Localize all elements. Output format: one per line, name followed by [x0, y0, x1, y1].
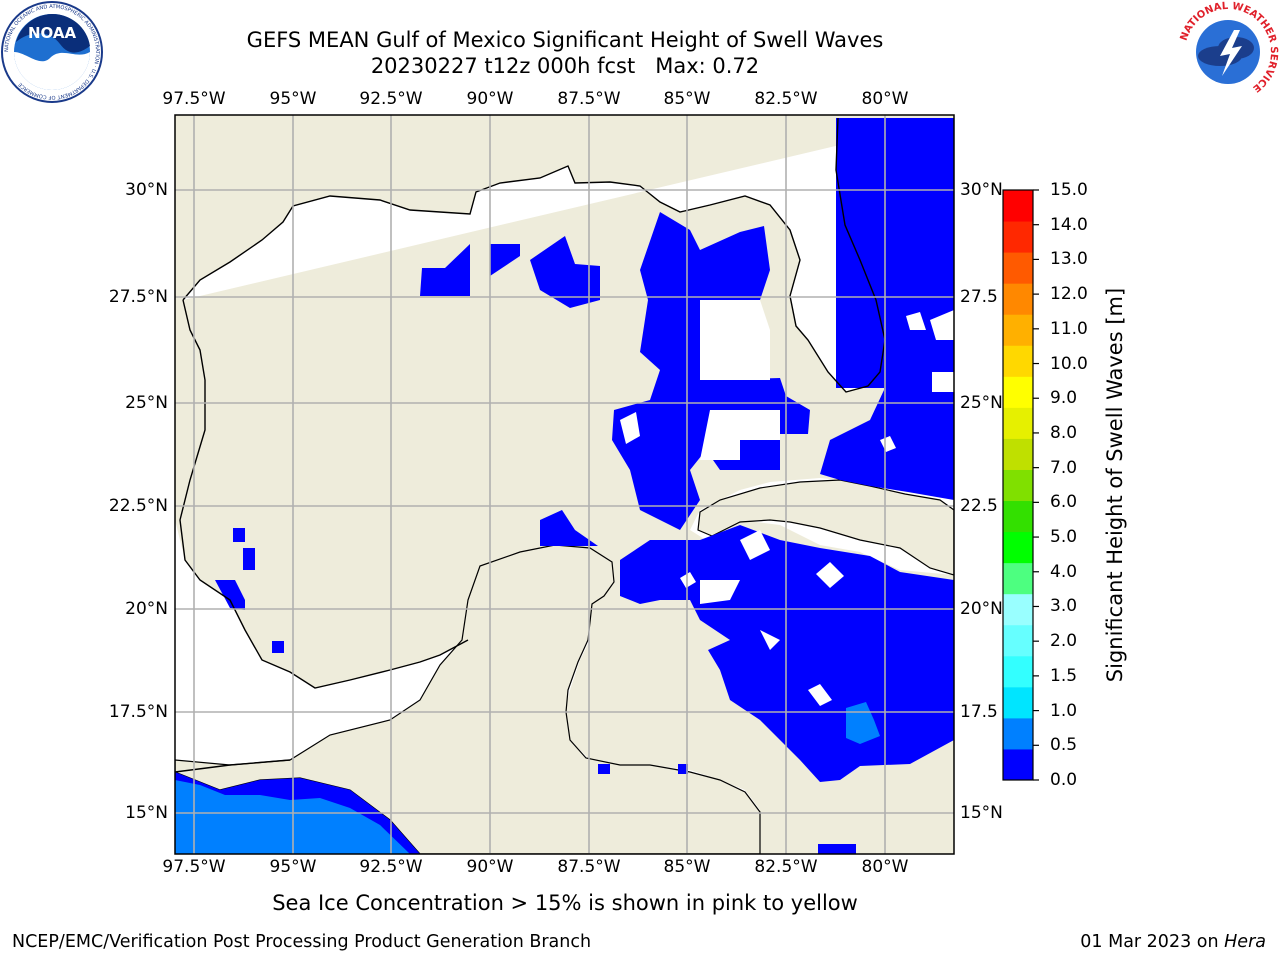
colorbar-tick-label: 4.0 — [1050, 561, 1078, 582]
swell-gaps — [620, 300, 954, 706]
lon-tick-top: 82.5°W — [754, 89, 818, 109]
colorbar-tick-label: 7.0 — [1050, 457, 1078, 478]
lat-tick-right: 22.5 — [960, 496, 998, 516]
colorbar-tick-label: 14.0 — [1050, 214, 1088, 235]
footer-branch: NCEP/EMC/Verification Post Processing Pr… — [12, 932, 592, 952]
lat-tick-right: 25°N — [960, 393, 1003, 413]
lat-tick-right: 30°N — [960, 180, 1003, 200]
colorbar-tick-label: 15.0 — [1050, 180, 1088, 200]
map-title: GEFS MEAN Gulf of Mexico Significant Hei… — [246, 28, 884, 52]
lat-tick-left: 22.5°N — [108, 496, 168, 516]
colorbar-tick-label: 13.0 — [1050, 249, 1088, 270]
lon-tick-bottom: 80°W — [861, 857, 909, 877]
nws-logo: NATIONAL WEATHER SERVICE — [1178, 1, 1279, 102]
lon-tick-top: 92.5°W — [359, 89, 423, 109]
lon-tick-top: 87.5°W — [557, 89, 621, 109]
lon-tick-top: 90°W — [466, 89, 514, 109]
lon-tick-top: 85°W — [663, 89, 711, 109]
cuba-land — [697, 479, 954, 576]
colorbar-tick-label: 2.0 — [1050, 631, 1078, 652]
lon-tick-bottom: 82.5°W — [754, 857, 818, 877]
footer-host: Hera — [1224, 932, 1266, 952]
colorbar-tick-label: 8.0 — [1050, 422, 1078, 443]
lon-tick-bottom: 97.5°W — [162, 857, 226, 877]
lat-tick-left: 30°N — [125, 180, 168, 200]
colorbar-label: Significant Height of Swell Waves [m] — [1103, 287, 1127, 683]
colorbar-tick-label: 6.0 — [1050, 492, 1078, 513]
footer-date: 01 Mar 2023 on Hera — [1080, 932, 1266, 952]
colorbar-tick-label: 0.0 — [1050, 770, 1078, 790]
colorbar-tick-label: 11.0 — [1050, 318, 1088, 339]
colorbar-tick-label: 12.0 — [1050, 284, 1088, 305]
colorbar-tick-label: 5.0 — [1050, 527, 1078, 548]
lon-tick-bottom: 92.5°W — [359, 857, 423, 877]
lon-tick-top: 80°W — [861, 89, 909, 109]
lat-tick-right: 17.5 — [960, 702, 998, 722]
map-frame — [174, 114, 955, 855]
lat-tick-left: 15°N — [125, 803, 168, 823]
lat-tick-left: 25°N — [125, 393, 168, 413]
colorbar-tick-label: 1.0 — [1050, 700, 1078, 721]
lat-tick-left: 20°N — [125, 599, 168, 619]
colorbar-tick-label: 1.5 — [1050, 665, 1078, 686]
lat-tick-right: 20°N — [960, 599, 1003, 619]
colorbar-tick-label: 9.0 — [1050, 388, 1078, 409]
lat-tick-left: 17.5°N — [108, 702, 168, 722]
svg-text:NOAA: NOAA — [28, 24, 77, 42]
lon-tick-top: 97.5°W — [162, 89, 226, 109]
lat-tick-left: 27.5°N — [108, 287, 168, 307]
colorbar-tick-label: 3.0 — [1050, 596, 1078, 617]
colorbar-tick-label: 0.5 — [1050, 735, 1078, 756]
lon-tick-top: 95°W — [269, 89, 317, 109]
map-subtitle: 20230227 t12z 000h fcst Max: 0.72 — [370, 54, 760, 78]
footer-date-text: 01 Mar 2023 on — [1080, 932, 1225, 952]
lon-tick-bottom: 95°W — [269, 857, 317, 877]
lon-tick-bottom: 85°W — [663, 857, 711, 877]
lon-tick-bottom: 90°W — [466, 857, 514, 877]
noaa-logo: NATIONAL OCEANIC AND ATMOSPHERIC ADMINIS… — [1, 1, 103, 103]
lon-tick-bottom: 87.5°W — [557, 857, 621, 877]
lat-tick-right: 27.5 — [960, 287, 998, 307]
sea-ice-note: Sea Ice Concentration > 15% is shown in … — [272, 891, 858, 915]
lat-tick-right: 15°N — [960, 803, 1003, 823]
graticule — [175, 115, 954, 854]
colorbar-tick-label: 10.0 — [1050, 353, 1088, 374]
